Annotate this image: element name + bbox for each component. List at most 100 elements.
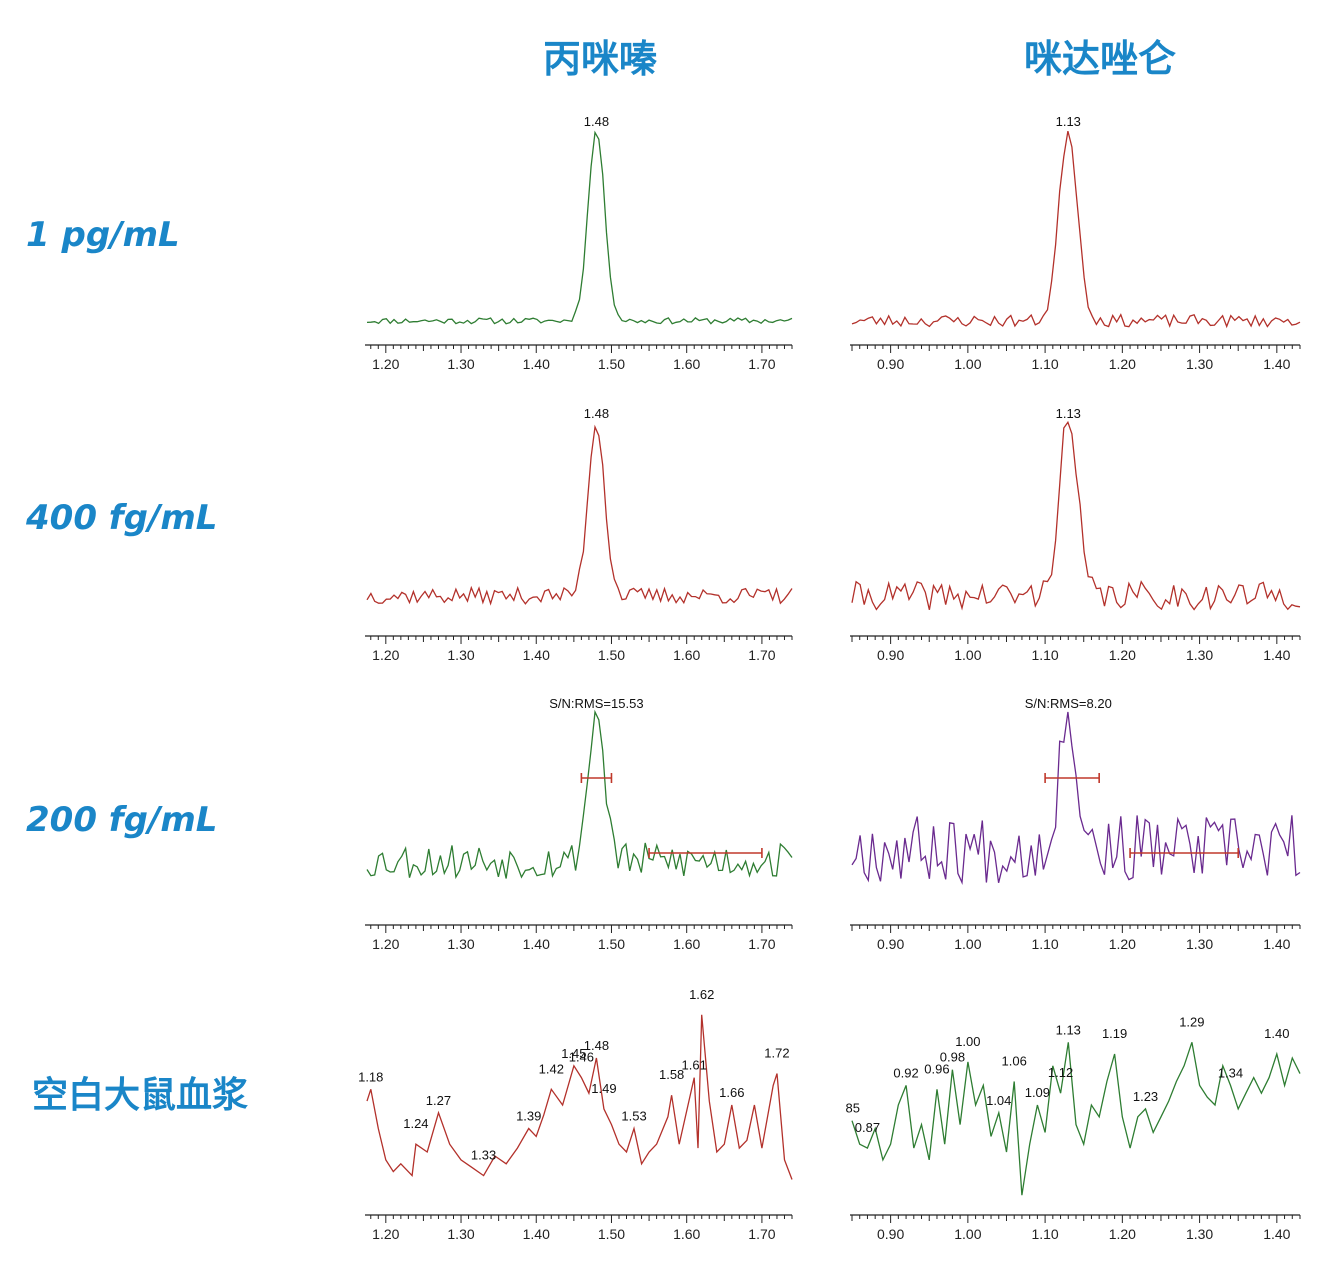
chart-2-x-tick-label: 1.50 — [598, 647, 625, 663]
chart-0-x-tick-label: 1.50 — [598, 356, 625, 372]
chart-7-annotation: 1.40 — [1264, 1026, 1289, 1041]
chart-5-trace — [851, 711, 1301, 885]
chart-1-x-tick-label: 1.00 — [954, 356, 981, 372]
chart-3-trace — [851, 420, 1301, 611]
chart-6-annotation: 1.46 — [569, 1050, 594, 1065]
chart-5-x-tick-label: 1.30 — [1186, 936, 1213, 952]
chart-7-annotation: 85 — [846, 1101, 860, 1116]
chart-6-annotation: 1.18 — [358, 1069, 383, 1084]
chart-1-annotation: 1.13 — [1056, 114, 1081, 129]
chart-7-x-tick-label: 0.90 — [877, 1226, 904, 1242]
chart-1-trace — [851, 130, 1301, 329]
chart-2-annotation: 1.48 — [584, 406, 609, 421]
chart-2-x-tick-label: 1.20 — [372, 647, 399, 663]
chart-6-annotation: 1.24 — [403, 1116, 428, 1131]
chart-7-annotation: 0.96 — [924, 1061, 949, 1076]
chart-1-x-tick-label: 1.10 — [1031, 356, 1058, 372]
chart-2-x-tick-label: 1.40 — [523, 647, 550, 663]
chart-4-x-tick-label: 1.50 — [598, 936, 625, 952]
chart-7-x-tick-label: 1.30 — [1186, 1226, 1213, 1242]
chart-0-annotation: 1.48 — [584, 114, 609, 129]
chart-3-x-tick-label: 1.00 — [954, 647, 981, 663]
chart-3-x-tick-label: 1.40 — [1263, 647, 1290, 663]
chart-7-annotation: 1.09 — [1025, 1085, 1050, 1100]
chart-6-x-tick-label: 1.40 — [523, 1226, 550, 1242]
chart-5-x-tick-label: 1.10 — [1031, 936, 1058, 952]
row-label-blank-plasma: 空白大鼠血浆 — [32, 1075, 249, 1116]
chart-6-x-tick-label: 1.50 — [598, 1226, 625, 1242]
chart-0-x-tick-label: 1.40 — [523, 356, 550, 372]
chart-7-annotation: 1.12 — [1048, 1065, 1073, 1080]
chart-7-annotation: 1.00 — [955, 1034, 980, 1049]
chart-6-annotation: 1.62 — [689, 987, 714, 1002]
chart-5-x-tick-label: 1.00 — [954, 936, 981, 952]
chart-7-annotation: 1.34 — [1218, 1065, 1243, 1080]
chart-4-trace — [366, 709, 793, 880]
chart-3-x-tick-label: 0.90 — [877, 647, 904, 663]
chart-6-annotation: 1.49 — [591, 1081, 616, 1096]
chart-6-annotation: 1.53 — [621, 1109, 646, 1124]
chart-3-x-tick-label: 1.10 — [1031, 647, 1058, 663]
chart-6-x-tick-label: 1.70 — [748, 1226, 775, 1242]
chart-5-x-tick-label: 1.40 — [1263, 936, 1290, 952]
chart-6-annotation: 1.48 — [584, 1038, 609, 1053]
chart-4-x-tick-label: 1.20 — [372, 936, 399, 952]
chart-5-x-tick-label: 0.90 — [877, 936, 904, 952]
chart-4-annotation: S/N:RMS=15.53 — [549, 696, 643, 711]
chart-0-x-tick-label: 1.30 — [447, 356, 474, 372]
chart-1-x-tick-label: 1.20 — [1109, 356, 1136, 372]
chart-7-trace — [851, 1042, 1301, 1196]
chart-7-annotation: 1.23 — [1133, 1089, 1158, 1104]
chart-6-annotation: 1.66 — [719, 1085, 744, 1100]
chart-6-annotation: 1.58 — [659, 1067, 684, 1082]
chart-6-annotation: 1.61 — [682, 1058, 707, 1073]
chart-6-annotation: 1.27 — [426, 1093, 451, 1108]
chart-2-x-tick-label: 1.70 — [748, 647, 775, 663]
chart-7-annotation: 0.92 — [893, 1065, 918, 1080]
chart-2-x-tick-label: 1.30 — [447, 647, 474, 663]
chart-6-annotation: 1.39 — [516, 1109, 541, 1124]
chart-1-x-tick-label: 1.40 — [1263, 356, 1290, 372]
chart-7-annotation: 1.06 — [1002, 1053, 1027, 1068]
chart-6-annotation: 1.42 — [539, 1061, 564, 1076]
chart-7-x-tick-label: 1.00 — [954, 1226, 981, 1242]
chart-7-x-tick-label: 1.20 — [1109, 1226, 1136, 1242]
chart-3-annotation: 1.13 — [1056, 406, 1081, 421]
chart-7-x-tick-label: 1.40 — [1263, 1226, 1290, 1242]
row-label-400fg: 400 fg/mL — [26, 498, 218, 538]
chart-1-x-tick-label: 1.30 — [1186, 356, 1213, 372]
chart-0-x-tick-label: 1.70 — [748, 356, 775, 372]
chart-7-x-tick-label: 1.10 — [1031, 1226, 1058, 1242]
chart-6-x-tick-label: 1.20 — [372, 1226, 399, 1242]
chart-5-annotation: S/N:RMS=8.20 — [1025, 696, 1112, 711]
chart-4-x-tick-label: 1.70 — [748, 936, 775, 952]
chart-6-trace — [366, 1014, 793, 1180]
chart-7-annotation: 1.19 — [1102, 1026, 1127, 1041]
chart-4-x-tick-label: 1.40 — [523, 936, 550, 952]
chart-6-x-tick-label: 1.60 — [673, 1226, 700, 1242]
chart-7-annotation: 0.98 — [940, 1050, 965, 1065]
row-label-1pg: 1 pg/mL — [26, 215, 180, 255]
chart-6-annotation: 1.45 — [561, 1046, 586, 1061]
chart-3-x-tick-label: 1.20 — [1109, 647, 1136, 663]
chart-1-x-tick-label: 0.90 — [877, 356, 904, 372]
chart-2-x-tick-label: 1.60 — [673, 647, 700, 663]
chart-6-annotation: 1.33 — [471, 1148, 496, 1163]
chart-3-x-tick-label: 1.30 — [1186, 647, 1213, 663]
chart-6-annotation: 1.72 — [764, 1046, 789, 1061]
chart-7-annotation: 0.87 — [855, 1120, 880, 1135]
chart-0-x-tick-label: 1.20 — [372, 356, 399, 372]
chart-4-x-tick-label: 1.30 — [447, 936, 474, 952]
chart-4-x-tick-label: 1.60 — [673, 936, 700, 952]
column-title-midazolam: 咪达唑仑 — [1023, 37, 1176, 81]
chart-0-trace — [366, 130, 793, 325]
chart-2-trace — [366, 424, 793, 606]
column-title-imipramine: 丙咪嗪 — [542, 37, 657, 81]
chart-5-x-tick-label: 1.20 — [1109, 936, 1136, 952]
chart-7-annotation: 1.04 — [986, 1093, 1011, 1108]
row-label-200fg: 200 fg/mL — [26, 800, 218, 840]
chart-7-annotation: 1.29 — [1179, 1014, 1204, 1029]
chart-6-x-tick-label: 1.30 — [447, 1226, 474, 1242]
chart-7-annotation: 1.13 — [1056, 1022, 1081, 1037]
